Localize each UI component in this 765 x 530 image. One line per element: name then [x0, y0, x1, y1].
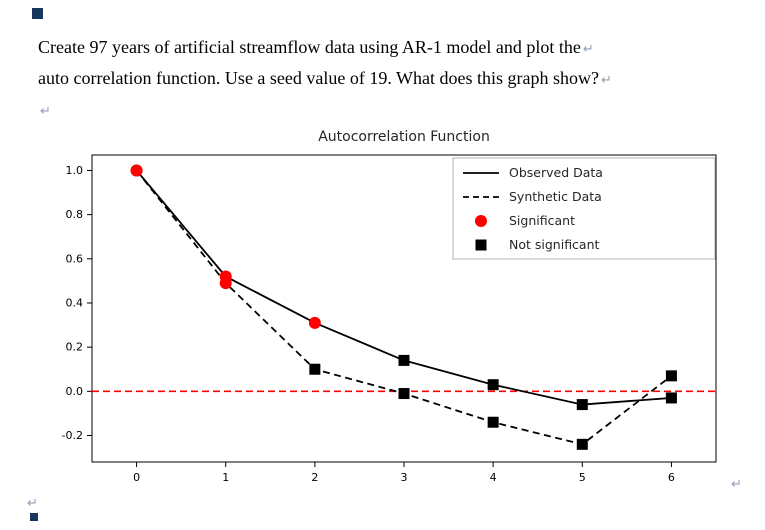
x-tick-label: 0: [133, 471, 140, 484]
x-tick-label: 3: [401, 471, 408, 484]
chart-title: Autocorrelation Function: [318, 129, 490, 145]
x-tick-label: 2: [311, 471, 318, 484]
prompt-line-2: auto correlation function. Use a seed va…: [38, 68, 600, 88]
y-tick-label: -0.2: [62, 429, 83, 442]
object-anchor-icon: [30, 513, 38, 521]
paragraph-mark: ↵: [601, 73, 612, 88]
x-tick-label: 4: [490, 471, 497, 484]
marker-not-significant: [487, 379, 499, 391]
marker-not-significant: [576, 399, 588, 411]
prompt-line-1: Create 97 years of artificial streamflow…: [38, 37, 581, 57]
paragraph-mark: ↵: [731, 477, 742, 492]
marker-not-significant: [665, 392, 677, 404]
legend-sample-not-significant-square: [475, 239, 487, 251]
y-tick-label: 0.8: [66, 208, 84, 221]
chart-svg: Autocorrelation Function 1.0 0.8 0.6 0.4 0.2 0…: [62, 129, 717, 484]
y-tick-label: 0.0: [66, 385, 84, 398]
legend-label: Observed Data: [509, 165, 603, 180]
legend-label: Significant: [509, 213, 575, 228]
legend-box: [452, 157, 716, 260]
marker-not-significant: [309, 363, 321, 375]
y-tick-label: 0.4: [66, 296, 84, 309]
y-tick-label: 0.6: [66, 252, 84, 265]
marker-not-significant: [398, 354, 410, 366]
x-tick-label: 6: [668, 471, 675, 484]
marker-not-significant: [665, 370, 677, 382]
marker-significant: [219, 277, 232, 290]
marker-not-significant: [398, 388, 410, 400]
paragraph-mark: ↵: [40, 104, 51, 119]
legend-sample-significant-dot: [475, 215, 487, 227]
paragraph-mark: ↵: [27, 496, 38, 511]
x-tick-label: 5: [579, 471, 586, 484]
legend-label: Synthetic Data: [509, 189, 602, 204]
y-tick-label: 0.2: [66, 341, 84, 354]
prompt-paragraph[interactable]: Create 97 years of artificial streamflow…: [38, 33, 743, 126]
marker-not-significant: [487, 416, 499, 428]
marker-significant: [308, 316, 321, 329]
autocorrelation-chart[interactable]: Autocorrelation Function 1.0 0.8 0.6 0.4 0.2 0…: [55, 125, 745, 485]
object-anchor-icon: [32, 8, 43, 19]
legend-label: Not significant: [509, 237, 600, 252]
paragraph-mark: ↵: [582, 42, 594, 57]
x-tick-label: 1: [222, 471, 229, 484]
marker-significant: [130, 164, 143, 177]
y-tick-label: 1.0: [66, 164, 84, 177]
marker-not-significant: [576, 438, 588, 450]
